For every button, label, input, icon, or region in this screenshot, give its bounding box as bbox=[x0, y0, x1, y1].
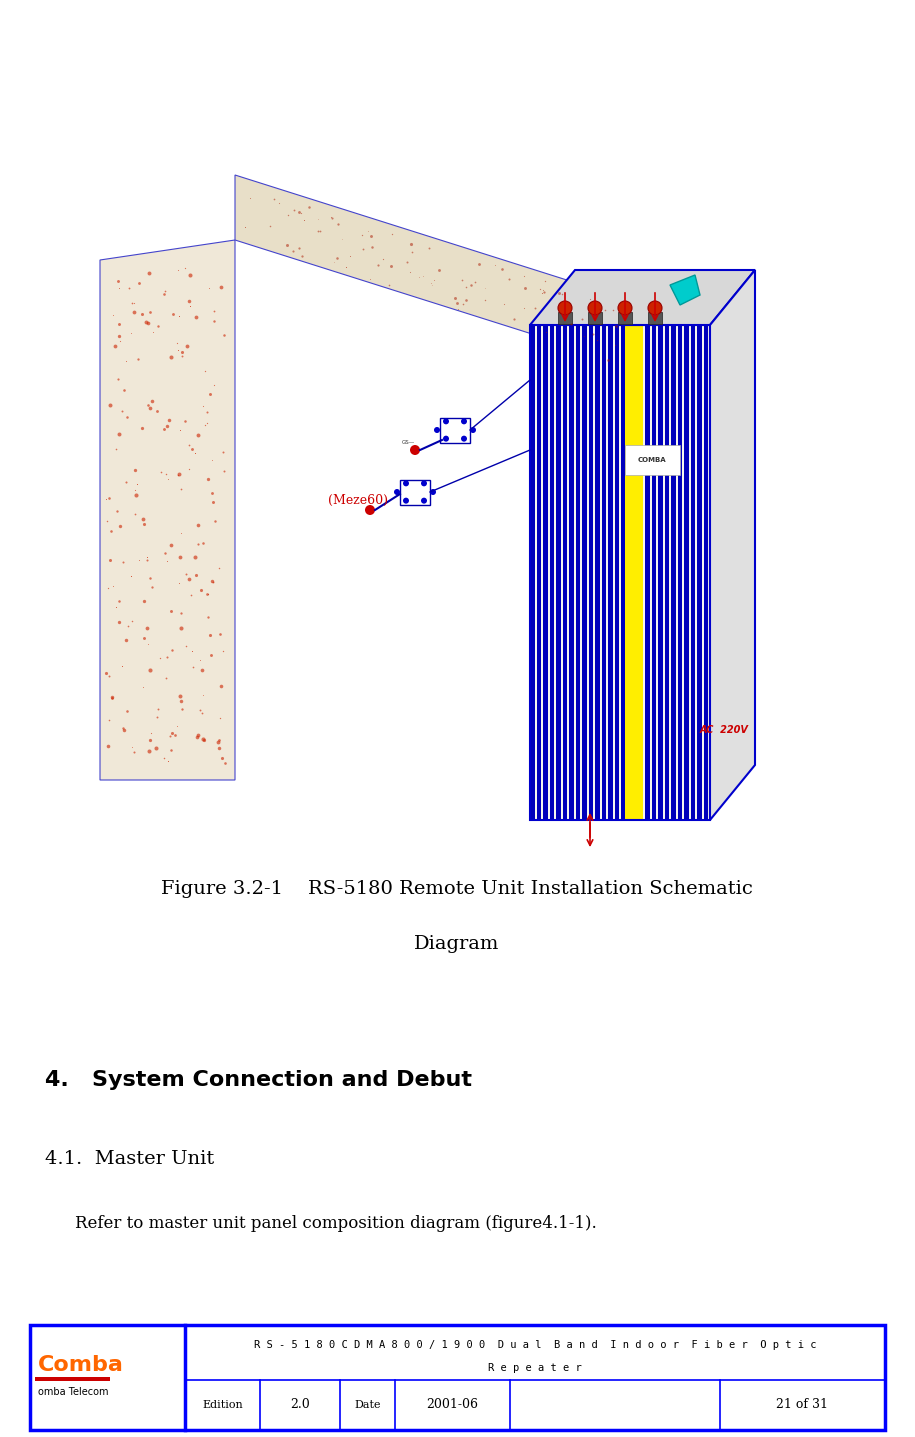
Bar bbox=[658, 325, 662, 821]
Circle shape bbox=[588, 300, 602, 315]
Bar bbox=[530, 325, 710, 821]
Text: Diagram: Diagram bbox=[414, 935, 500, 953]
Bar bbox=[563, 325, 567, 821]
Bar bbox=[558, 312, 572, 323]
Text: R e p e a t e r: R e p e a t e r bbox=[488, 1364, 582, 1372]
Text: 21 of 31: 21 of 31 bbox=[777, 1398, 828, 1411]
Bar bbox=[621, 325, 626, 821]
Bar bbox=[684, 325, 688, 821]
Bar bbox=[556, 325, 561, 821]
Circle shape bbox=[403, 480, 409, 486]
Polygon shape bbox=[710, 270, 755, 821]
Bar bbox=[704, 325, 708, 821]
Text: (Meze60): (Meze60) bbox=[328, 493, 388, 506]
Bar bbox=[569, 325, 574, 821]
Bar bbox=[618, 312, 632, 323]
Text: Refer to master unit panel composition diagram (figure4.1-1).: Refer to master unit panel composition d… bbox=[75, 1216, 597, 1232]
Circle shape bbox=[461, 418, 467, 424]
Polygon shape bbox=[530, 270, 755, 325]
Bar bbox=[625, 325, 643, 821]
Text: R S - 5 1 8 0 C D M A 8 0 0 / 1 9 0 0  D u a l  B a n d  I n d o o r  F i b e r : R S - 5 1 8 0 C D M A 8 0 0 / 1 9 0 0 D … bbox=[253, 1339, 816, 1349]
Bar bbox=[576, 325, 580, 821]
Bar bbox=[582, 325, 587, 821]
Circle shape bbox=[470, 427, 476, 433]
Bar bbox=[697, 325, 702, 821]
Text: Edition: Edition bbox=[202, 1400, 242, 1410]
Bar bbox=[671, 325, 675, 821]
Bar bbox=[588, 312, 602, 323]
Circle shape bbox=[461, 435, 467, 441]
Text: 4.1.  Master Unit: 4.1. Master Unit bbox=[45, 1150, 214, 1168]
Bar bbox=[664, 325, 669, 821]
Bar bbox=[440, 418, 470, 443]
Circle shape bbox=[403, 497, 409, 503]
Bar bbox=[400, 480, 430, 504]
Bar bbox=[35, 1377, 110, 1381]
Text: Date: Date bbox=[354, 1400, 381, 1410]
Circle shape bbox=[410, 445, 420, 456]
Circle shape bbox=[394, 489, 400, 494]
Bar bbox=[530, 325, 710, 821]
Bar bbox=[530, 325, 534, 821]
Text: COMBA: COMBA bbox=[638, 457, 666, 463]
Bar bbox=[648, 312, 662, 323]
Bar bbox=[625, 445, 680, 476]
Circle shape bbox=[365, 504, 375, 514]
Circle shape bbox=[421, 480, 427, 486]
Circle shape bbox=[443, 435, 449, 441]
Circle shape bbox=[434, 427, 440, 433]
Bar bbox=[615, 325, 619, 821]
Text: Comba: Comba bbox=[38, 1355, 124, 1375]
Circle shape bbox=[430, 489, 436, 494]
Polygon shape bbox=[235, 175, 630, 365]
Circle shape bbox=[648, 300, 662, 315]
Circle shape bbox=[558, 300, 572, 315]
Bar bbox=[608, 325, 612, 821]
Text: Figure 3.2-1    RS-5180 Remote Unit Installation Schematic: Figure 3.2-1 RS-5180 Remote Unit Install… bbox=[161, 879, 753, 898]
Polygon shape bbox=[100, 240, 235, 780]
Circle shape bbox=[618, 300, 632, 315]
Circle shape bbox=[421, 497, 427, 503]
Bar bbox=[691, 325, 695, 821]
Text: 2.0: 2.0 bbox=[290, 1398, 310, 1411]
Text: GS—: GS— bbox=[402, 440, 415, 444]
Bar bbox=[595, 325, 599, 821]
Bar bbox=[601, 325, 606, 821]
Text: 4.   System Connection and Debut: 4. System Connection and Debut bbox=[45, 1071, 472, 1091]
Bar bbox=[677, 325, 682, 821]
Bar bbox=[30, 1325, 885, 1430]
Bar bbox=[588, 325, 593, 821]
Bar bbox=[536, 325, 541, 821]
Text: 2001-06: 2001-06 bbox=[426, 1398, 479, 1411]
Bar bbox=[651, 325, 656, 821]
Bar bbox=[645, 325, 650, 821]
Bar bbox=[543, 325, 547, 821]
Polygon shape bbox=[670, 274, 700, 305]
Circle shape bbox=[443, 418, 449, 424]
Bar bbox=[550, 325, 554, 821]
Text: AC  220V: AC 220V bbox=[700, 726, 748, 734]
Text: omba Telecom: omba Telecom bbox=[38, 1387, 109, 1397]
